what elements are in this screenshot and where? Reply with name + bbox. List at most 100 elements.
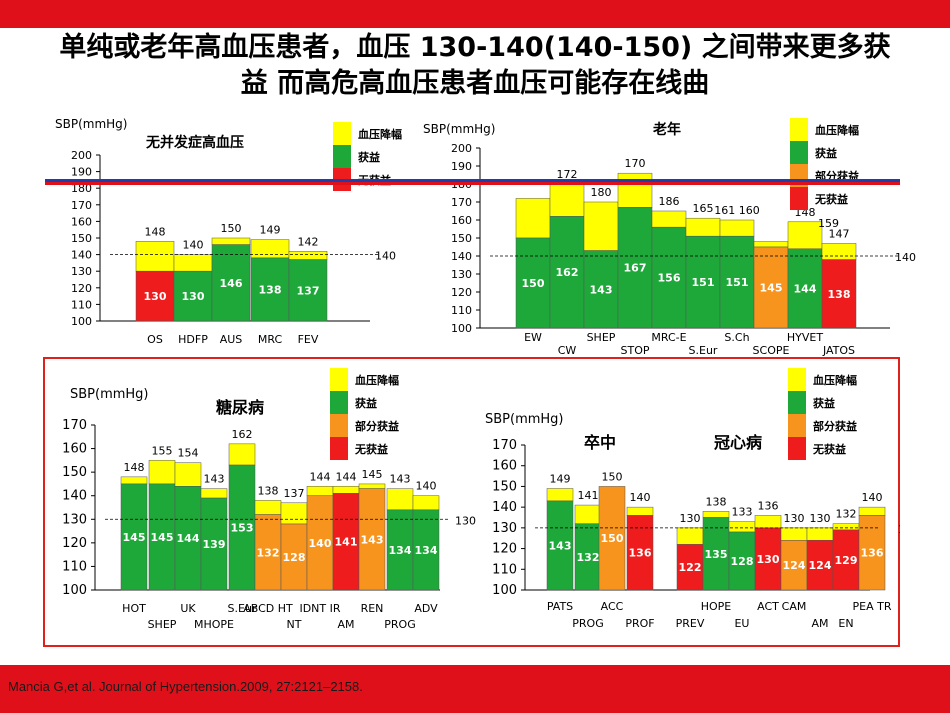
- legend-swatch: [788, 391, 806, 414]
- bar-top-label: 147: [829, 227, 850, 240]
- bar-reduction-segment: [250, 239, 290, 259]
- y-tick-label: 140: [451, 250, 472, 263]
- bar-value-label: 132: [577, 551, 600, 564]
- legend-label: 无获益: [812, 442, 846, 456]
- bar-achieved-segment: [617, 207, 653, 329]
- bar-achieved-segment: [280, 523, 308, 591]
- chart-uncomplicated-hypertension: 100 110 120 130 140 150 160 170 180 190 200 SBP(mmH…: [45, 110, 435, 350]
- bar-top-label: 150: [602, 470, 623, 483]
- legend-label: 部分获益: [355, 419, 399, 433]
- y-tick-label: 160: [492, 459, 517, 474]
- bar-reduction-segment: [583, 201, 619, 251]
- legend-swatch: [790, 118, 808, 141]
- y-tick-label: 170: [492, 438, 517, 453]
- y-tick-label: 170: [62, 418, 87, 433]
- highlight-line-blue: [45, 179, 900, 182]
- chart-title: 无并发症高血压: [145, 134, 244, 151]
- bar-value-label: 143: [549, 539, 572, 552]
- title-line-2: 益 而高危高血压患者血压可能存在线曲: [240, 68, 710, 99]
- y-tick-label: 100: [451, 322, 472, 335]
- x-category-label: CW: [558, 344, 577, 357]
- bar-achieved-segment: [787, 248, 823, 329]
- bar-achieved-segment: [386, 509, 414, 591]
- bar-top-label: 130: [784, 512, 805, 525]
- bar-top-label: 138: [706, 495, 727, 508]
- bar-value-label: 128: [283, 551, 306, 564]
- bar-top-label: 143: [204, 473, 225, 486]
- y-tick-label: 140: [71, 249, 92, 262]
- x-category-label: OS: [147, 333, 163, 346]
- bar-reduction-segment: [821, 243, 857, 260]
- bar-value-label: 151: [692, 276, 715, 289]
- legend-label: 获益: [813, 396, 835, 410]
- bar-top-label: 136: [758, 499, 779, 512]
- bar-achieved-segment: [211, 244, 251, 322]
- y-axis-label: SBP(mmHg): [423, 122, 495, 136]
- bar-achieved-segment: [200, 497, 228, 591]
- legend-swatch: [330, 437, 348, 460]
- x-category-label: CAM: [782, 600, 807, 613]
- bar-value-label: 134: [389, 544, 412, 557]
- bar-top-label: 130: [810, 512, 831, 525]
- bar-top-label: 132: [836, 508, 857, 521]
- bar-reduction-segment: [174, 462, 202, 487]
- bar-value-label: 124: [809, 559, 832, 572]
- x-category-label: PREV: [676, 617, 705, 630]
- y-tick-label: 100: [62, 583, 87, 598]
- y-tick-label: 190: [451, 160, 472, 173]
- bar-achieved-segment: [254, 514, 282, 591]
- bar-achieved-segment: [250, 257, 290, 322]
- bar-reduction-segment: [574, 504, 602, 524]
- bar-top-label: 149: [550, 473, 571, 486]
- bar-top-label: 155: [152, 444, 173, 457]
- x-category-label: MRC: [258, 333, 283, 346]
- bar-achieved-segment: [228, 464, 256, 591]
- y-tick-label: 140: [62, 489, 87, 504]
- reference-line-label: 140: [895, 251, 916, 264]
- bar-reduction-segment: [753, 241, 789, 248]
- bar-value-label: 150: [522, 277, 545, 290]
- y-tick-label: 170: [451, 196, 472, 209]
- bar-reduction-segment: [780, 527, 808, 541]
- bar-top-label: 148: [145, 225, 166, 238]
- y-tick-label: 160: [62, 442, 87, 457]
- bar-value-label: 124: [783, 559, 806, 572]
- bar-value-label: 132: [257, 546, 280, 559]
- y-tick-label: 160: [71, 215, 92, 228]
- y-tick-label: 110: [451, 304, 472, 317]
- bar-reduction-segment: [806, 527, 834, 541]
- y-tick-label: 200: [71, 149, 92, 162]
- bar-value-label: 138: [259, 283, 282, 296]
- reference-line-label: 130: [898, 523, 900, 536]
- bar-top-label: 140: [630, 491, 651, 504]
- citation-text: Mancia G,et al. Journal of Hypertension.…: [8, 679, 363, 694]
- bar-value-label: 134: [415, 544, 438, 557]
- legend-swatch: [790, 187, 808, 210]
- bar-value-label: 150: [601, 532, 624, 545]
- bar-top-label: 140: [862, 491, 883, 504]
- bar-value-label: 139: [203, 538, 226, 551]
- y-tick-label: 150: [492, 479, 517, 494]
- x-category-label: S.Ch: [724, 331, 749, 344]
- bar-value-label: 144: [177, 532, 200, 545]
- bar-achieved-segment: [719, 235, 755, 329]
- x-category-label: PROG: [384, 618, 415, 631]
- bar-top-label: 161 160: [714, 204, 760, 217]
- x-category-label: PROF: [625, 617, 654, 630]
- bar-reduction-segment: [549, 183, 585, 217]
- bar-achieved-segment: [806, 540, 834, 591]
- legend-label: 无获益: [354, 442, 388, 456]
- bar-reduction-segment: [332, 486, 360, 494]
- bar-achieved-segment: [120, 483, 148, 591]
- x-category-label: ACC: [601, 600, 624, 613]
- bar-value-label: 140: [309, 537, 332, 550]
- x-category-label: AUS: [220, 333, 243, 346]
- legend-label: 获益: [358, 150, 380, 164]
- chart-stroke-chd: 100 110 120 130 140 150 160 170 SBP(mmHg) 卒中 冠心病 14…: [480, 360, 900, 645]
- bar-achieved-segment: [583, 250, 619, 329]
- bar-reduction-segment: [280, 502, 308, 525]
- bar-achieved-segment: [685, 235, 721, 329]
- x-category-label: SHEP: [587, 331, 616, 344]
- bar-value-label: 128: [731, 555, 754, 568]
- bar-achieved-segment: [676, 544, 704, 591]
